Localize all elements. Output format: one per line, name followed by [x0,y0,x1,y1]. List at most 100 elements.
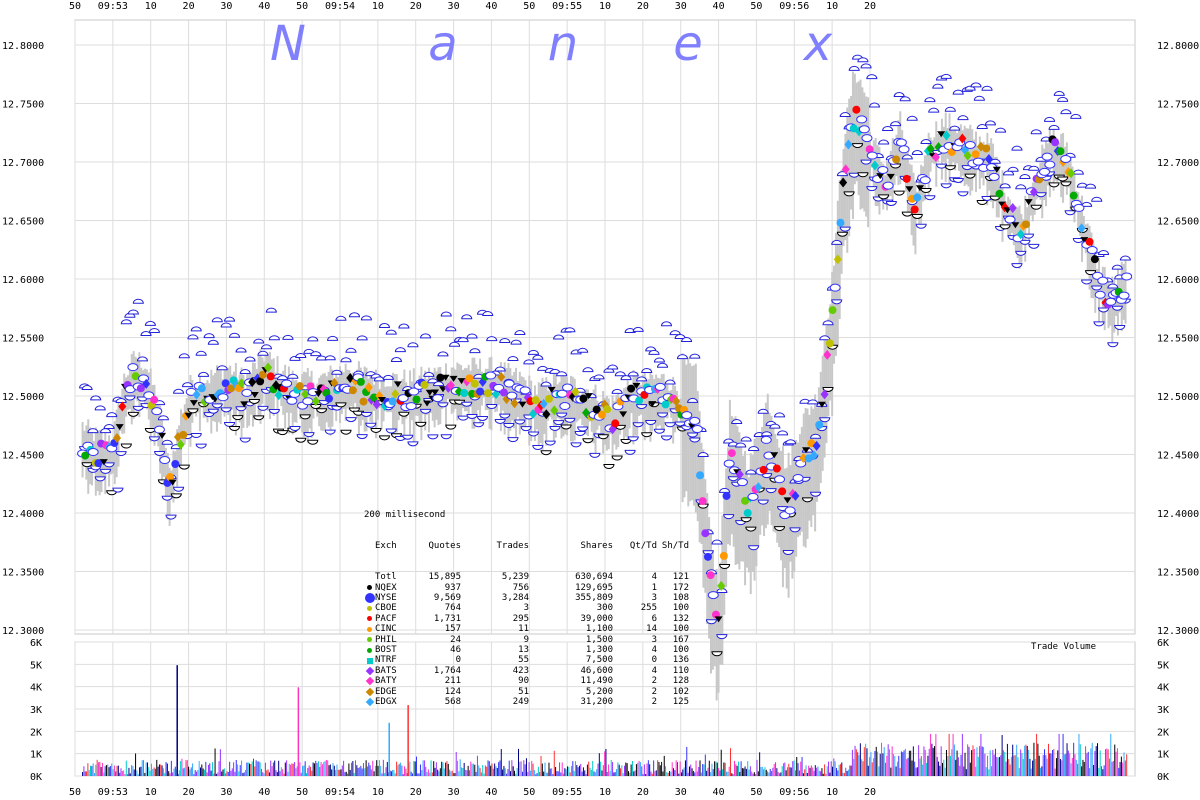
ask-quote-marker [620,375,632,381]
ask-quote-marker [423,371,435,377]
stats-cell: BOST [375,644,397,655]
ask-quote-marker [564,327,576,333]
x-tick-label-top: 10 [372,1,384,12]
trade-dot [150,395,159,404]
bid-quote-marker [115,451,127,457]
ask-quote-marker [981,85,993,91]
trade-down-marker [817,401,826,408]
stats-cell: 937 [444,582,461,593]
bid-quote-marker [915,223,927,229]
bid-quote-marker [1064,210,1076,216]
trade-dot [356,377,365,386]
trade-down-marker [886,173,895,180]
y-tick-label-right: 12.6000 [1157,275,1199,286]
trade-oval [747,492,759,501]
bid-quote-marker [553,420,565,426]
trade-dot [849,124,858,133]
ask-quote-marker [810,433,822,439]
bid-quote-marker [705,619,717,625]
trade-oval [1097,276,1109,285]
stats-cell: 1,731 [433,613,461,624]
x-tick-label-top: 50 [523,1,535,12]
trade-dot [131,372,140,381]
stats-cell: 630,694 [575,572,613,583]
trade-dot [892,155,901,164]
bid-quote-marker [398,411,410,417]
trade-down-marker [441,374,450,381]
trade-oval [1004,215,1016,224]
x-tick-label-top: 40 [485,1,497,12]
trade-oval [784,506,796,515]
stats-cell: 102 [672,686,689,697]
ask-quote-marker [681,337,693,343]
ask-quote-marker [1098,250,1110,255]
ask-quote-marker [469,348,481,354]
trade-dot [1021,220,1030,229]
trade-oval [964,140,976,149]
trade-dot [703,552,712,561]
bid-quote-marker [94,476,106,482]
stats-cell: 132 [672,613,689,624]
stats-header-cell: Qt/Td [629,541,657,552]
ask-quote-marker [507,356,519,361]
trade-oval [972,157,984,166]
x-tick-label-bottom: 10 [826,787,838,798]
bid-quote-marker [415,421,427,427]
ask-quote-marker [514,330,526,336]
bid-quote-marker [748,545,760,551]
stats-cell: 1,100 [585,624,613,635]
trade-diamond [1067,168,1076,179]
ask-quote-marker [345,347,357,353]
bid-quote-marker [148,436,160,442]
trade-oval [895,138,907,147]
trade-dot [772,464,781,473]
trade-oval [503,379,515,388]
ask-quote-marker [657,362,669,368]
stats-row: NYSE 9,569 3,284 355,809 3 108 [364,593,689,604]
ask-quote-marker [660,321,672,327]
stats-cell: 1 [651,582,657,593]
y-tick-label-right: 12.7500 [1157,100,1199,111]
trade-dot [635,396,644,405]
stats-header-cell: Quotes [428,541,461,552]
bid-quote-marker [211,403,223,409]
trade-diamond [176,439,185,450]
trade-dot [661,400,670,409]
ask-quote-marker [140,331,152,337]
trade-down-marker [714,616,723,623]
x-tick-label-bottom: 10 [599,787,611,798]
bid-quote-marker [132,405,144,411]
trade-dot [1051,138,1060,147]
x-tick-label-top: 30 [675,1,687,12]
stats-row: BATY 211 90 11,490 2 128 [364,676,689,686]
watermark-letter: e [673,16,703,72]
stats-row: CBOE 764 3 300 255 100 [364,603,689,613]
bid-quote-marker [466,413,478,419]
trade-diamond [791,490,800,501]
ask-quote-marker [769,423,781,429]
bid-quote-marker [765,488,777,494]
ask-quote-marker [669,330,681,336]
ask-quote-marker [607,364,619,370]
ask-quote-marker [899,96,911,102]
trade-diamond [984,153,993,164]
stats-cell: 121 [672,572,689,583]
bid-quote-marker [952,177,964,183]
trade-dot [759,465,768,474]
y-tick-label-right: 12.4500 [1157,451,1199,462]
stats-cell: 9 [523,634,529,645]
bid-quote-marker [976,200,988,205]
ask-quote-marker [90,395,102,401]
bid-quote-marker [1023,233,1035,239]
bid-quote-marker [611,455,623,461]
bid-quote-marker [574,431,586,436]
trade-diamond [113,433,122,444]
bid-quote-marker [727,476,739,482]
y-tick-label-right: 12.5500 [1157,334,1199,345]
trade-dot [603,405,612,414]
bid-quote-marker [124,395,136,401]
ask-quote-marker [148,328,160,333]
trade-down-marker [393,381,402,388]
trade-oval [736,478,748,487]
